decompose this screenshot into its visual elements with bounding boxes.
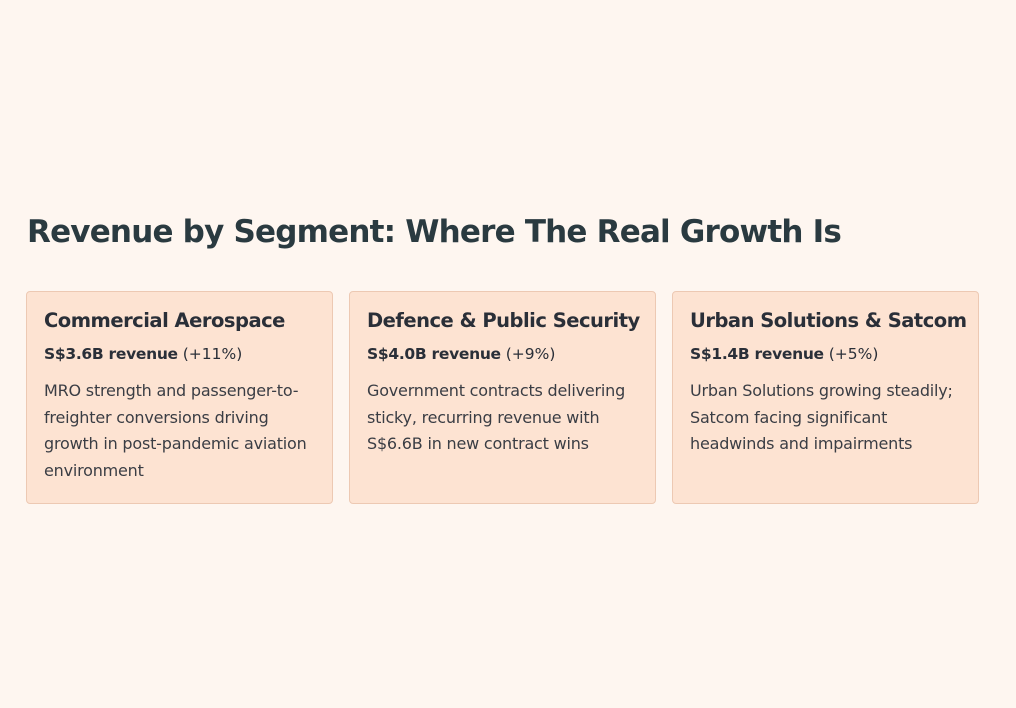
segment-revenue-line: S$3.6B revenue (+11%) xyxy=(44,344,315,364)
segment-revenue-line: S$1.4B revenue (+5%) xyxy=(690,344,961,364)
segment-description: Government contracts delivering sticky, … xyxy=(367,381,626,454)
segment-revenue: S$1.4B revenue xyxy=(690,345,824,363)
segment-cards: Commercial Aerospace S$3.6B revenue (+11… xyxy=(26,291,979,504)
segment-title: Commercial Aerospace xyxy=(44,309,285,332)
segment-description: Urban Solutions growing steadily; Satcom… xyxy=(690,381,953,454)
segment-title: Urban Solutions & Satcom xyxy=(690,309,967,332)
page-title: Revenue by Segment: Where The Real Growt… xyxy=(27,214,842,250)
segment-title: Defence & Public Security xyxy=(367,309,640,332)
segment-card-urban-solutions-satcom: Urban Solutions & Satcom S$1.4B revenue … xyxy=(672,291,979,504)
segment-card-defence-public-security: Defence & Public Security S$4.0B revenue… xyxy=(349,291,656,504)
segment-revenue: S$4.0B revenue xyxy=(367,345,501,363)
segment-growth: (+9%) xyxy=(505,345,556,363)
segment-description: MRO strength and passenger-to-freighter … xyxy=(44,381,307,480)
segment-revenue: S$3.6B revenue xyxy=(44,345,178,363)
segment-revenue-line: S$4.0B revenue (+9%) xyxy=(367,344,638,364)
segment-growth: (+11%) xyxy=(182,345,243,363)
segment-card-commercial-aerospace: Commercial Aerospace S$3.6B revenue (+11… xyxy=(26,291,333,504)
segment-growth: (+5%) xyxy=(828,345,879,363)
